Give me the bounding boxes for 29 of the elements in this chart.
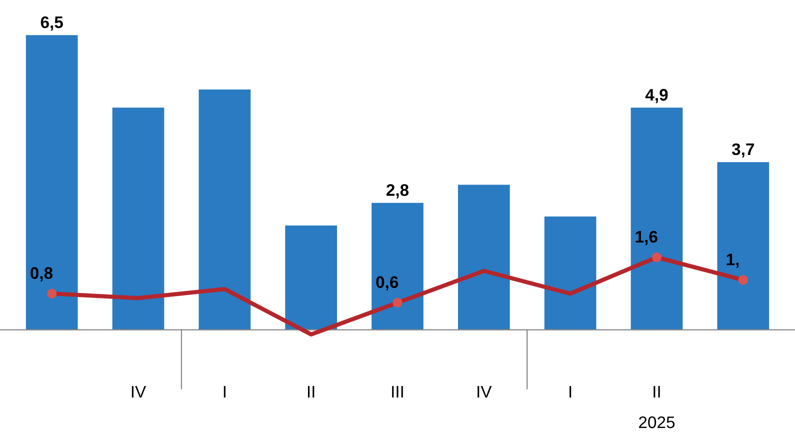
bar: [372, 202, 424, 330]
bar: [630, 108, 683, 330]
point: [392, 298, 402, 308]
data-label: 6,5: [40, 16, 63, 31]
data-label: 0,8: [30, 267, 53, 282]
bar: [112, 108, 164, 330]
bar: [26, 35, 78, 330]
x-tick-label: I: [224, 386, 226, 398]
data-label: 0,6: [376, 276, 398, 290]
bar: [458, 184, 510, 330]
data-label: 4,9: [645, 88, 668, 104]
x-tick-label: II: [308, 386, 314, 398]
data-label: 1,: [726, 254, 739, 268]
x-tick-label: IV: [132, 386, 146, 398]
x-tick-label: II: [654, 386, 660, 398]
bar: [285, 226, 338, 330]
x-tick-label: III: [392, 386, 403, 398]
data-label: 2,8: [386, 184, 409, 198]
x-tick-label: IV: [478, 386, 492, 398]
data-label: 1,6: [636, 230, 658, 246]
x-tick-label: I: [570, 386, 572, 398]
point: [738, 275, 748, 285]
text: 2025: [639, 416, 675, 428]
bar: [717, 162, 770, 330]
data-label: 3,7: [732, 143, 754, 158]
bar: [544, 216, 596, 330]
point: [46, 288, 57, 298]
bar: [198, 90, 251, 330]
point: [652, 252, 662, 262]
